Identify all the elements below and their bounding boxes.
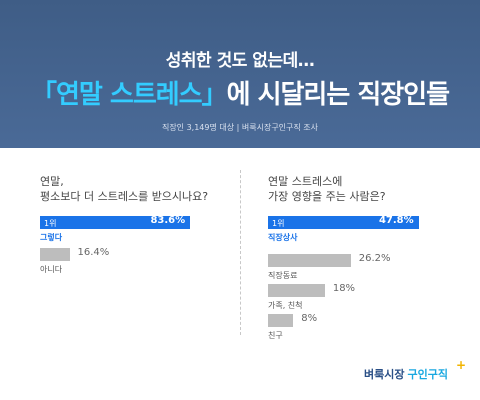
headline-highlight: 연말 스트레스 [56, 80, 203, 110]
category-label: 직장동료 [268, 271, 298, 280]
category-label: 친구 [268, 331, 283, 340]
data-label: 47.8% [378, 215, 414, 226]
panel-divider [240, 170, 241, 335]
survey-note: 직장인 3,149명 대상 | 벼룩시장구인구직 조사 [161, 123, 319, 132]
bar-친구 [268, 314, 294, 327]
rank-label: 1위 [44, 219, 57, 228]
chart-question: 연말 스트레스에 가장 영향을 주는 사람은? [268, 175, 386, 203]
brand-logo: 벼룩시장 구인구직 [364, 366, 448, 382]
bar-가족, 친척 [268, 284, 325, 297]
logo-text-a: 벼룩시장 [364, 368, 405, 381]
chart-question: 연말, 평소보다 더 스트레스를 받으시나요? [40, 175, 209, 203]
data-label: 16.4% [77, 247, 110, 258]
headline-bracket-close: 」 [201, 80, 228, 110]
bar-그렇다 [40, 216, 191, 229]
bar-직장상사 [268, 216, 419, 229]
sub-headline: 성취한 것도 없는데… [165, 51, 315, 71]
headline-bracket-open: 「 [31, 80, 57, 110]
data-label: 26.2% [358, 253, 391, 264]
headline: 「연말 스트레스」에 시달리는 직장인들 [0, 74, 480, 111]
headline-rest: 에 시달리는 직장인들 [226, 80, 450, 110]
rank-label: 1위 [272, 219, 285, 228]
category-label: 가족, 친척 [268, 301, 303, 310]
logo-plus-icon: + [456, 358, 467, 372]
category-label: 아니다 [40, 265, 63, 274]
logo-text-b: 구인구직 [407, 368, 448, 381]
category-label: 그렇다 [40, 233, 63, 242]
data-label: 8% [301, 313, 318, 324]
bar-직장동료 [268, 254, 351, 267]
title-banner: 성취한 것도 없는데… 「연말 스트레스」에 시달리는 직장인들 직장인 3,1… [0, 0, 480, 148]
category-label: 직장상사 [268, 233, 298, 242]
data-label: 83.6% [150, 215, 186, 226]
bar-아니다 [40, 248, 70, 261]
data-label: 18% [332, 283, 356, 294]
